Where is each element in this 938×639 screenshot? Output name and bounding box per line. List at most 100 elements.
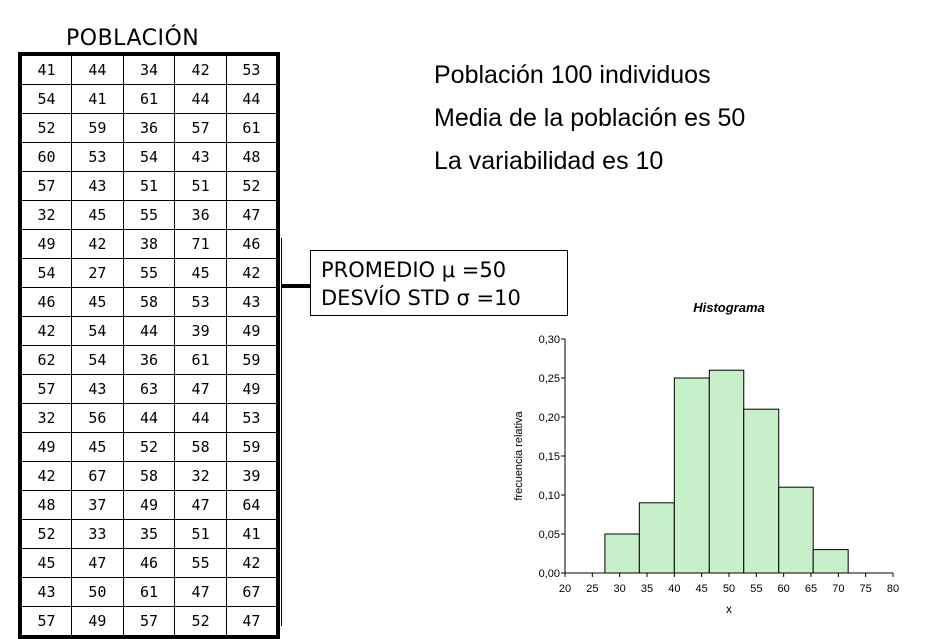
table-cell: 58 — [122, 461, 176, 491]
table-cell: 33 — [71, 519, 124, 549]
table-cell: 43 — [71, 374, 124, 404]
table-cell: 55 — [174, 548, 227, 578]
table-cell: 55 — [122, 200, 176, 230]
x-tick-label: 50 — [723, 583, 735, 595]
table-cell: 61 — [174, 345, 227, 375]
table-cell: 45 — [71, 200, 124, 230]
table-cell: 45 — [19, 548, 73, 578]
y-tick-label: 0,20 — [539, 412, 560, 424]
table-cell: 52 — [174, 606, 227, 638]
table-cell: 67 — [225, 577, 279, 607]
x-tick-label: 80 — [887, 583, 899, 595]
table-cell: 52 — [19, 113, 73, 143]
table-cell: 38 — [122, 229, 176, 259]
table-cell: 44 — [71, 53, 124, 85]
table-cell: 39 — [174, 316, 227, 346]
table-cell: 54 — [71, 316, 124, 346]
table-cell: 43 — [19, 577, 73, 607]
x-tick-label: 30 — [614, 583, 626, 595]
histogram-bar-4 — [708, 369, 745, 574]
table-cell: 57 — [19, 374, 73, 404]
table-row: 52 59 36 57 61 — [19, 113, 279, 143]
info-line-3: La variabilidad es 10 — [434, 147, 664, 175]
table-cell: 59 — [71, 113, 124, 143]
table-cell: 53 — [225, 53, 279, 85]
std-label: DESVÍO STD σ =10 — [321, 286, 521, 310]
x-axis-label: x — [726, 602, 732, 616]
x-tick-label: 20 — [559, 583, 571, 595]
table-cell: 51 — [174, 171, 227, 201]
table-cell: 57 — [19, 606, 73, 638]
table-row: 32 56 44 44 53 — [19, 403, 279, 433]
x-tick-label: 65 — [805, 583, 817, 595]
table-cell: 36 — [122, 113, 176, 143]
histogram-bar-3 — [673, 377, 710, 574]
table-cell: 48 — [19, 490, 73, 520]
histogram-bar-7 — [812, 549, 849, 574]
table-row: 48 37 49 47 64 — [19, 490, 279, 520]
table-cell: 53 — [71, 142, 124, 172]
table-row: 46 45 58 53 43 — [19, 287, 279, 317]
table-cell: 59 — [225, 345, 279, 375]
table-cell: 47 — [71, 548, 124, 578]
table-cell: 48 — [225, 142, 279, 172]
x-tick-label: 55 — [750, 583, 762, 595]
table-cell: 49 — [71, 606, 124, 638]
table-cell: 56 — [71, 403, 124, 433]
y-tick-label: 0,30 — [539, 334, 560, 346]
table-cell: 47 — [174, 577, 227, 607]
table-cell: 71 — [174, 229, 227, 259]
table-cell: 49 — [122, 490, 176, 520]
table-cell: 32 — [19, 200, 73, 230]
info-line-1: Población 100 individuos — [434, 61, 711, 89]
table-cell: 43 — [174, 142, 227, 172]
table-cell: 47 — [174, 490, 227, 520]
table-cell: 41 — [71, 84, 124, 114]
table-cell: 61 — [122, 577, 176, 607]
table-cell: 42 — [71, 229, 124, 259]
table-cell: 49 — [225, 374, 279, 404]
table-cell: 45 — [71, 287, 124, 317]
table-cell: 46 — [19, 287, 73, 317]
x-tick-label: 40 — [668, 583, 680, 595]
table-cell: 58 — [174, 432, 227, 462]
table-cell: 43 — [225, 287, 279, 317]
table-cell: 36 — [174, 200, 227, 230]
table-cell: 53 — [174, 287, 227, 317]
table-cell: 61 — [225, 113, 279, 143]
table-cell: 57 — [174, 113, 227, 143]
table-cell: 60 — [19, 142, 73, 172]
mean-label: PROMEDIO μ =50 — [321, 258, 507, 282]
histogram-bar-2 — [638, 502, 675, 574]
table-row: 52 33 35 51 41 — [19, 519, 279, 549]
connector-horizontal-line — [281, 284, 311, 288]
x-tick-label: 45 — [696, 583, 708, 595]
info-line-2: Media de la población es 50 — [434, 104, 746, 132]
table-cell: 27 — [71, 258, 124, 288]
table-cell: 53 — [225, 403, 279, 433]
y-tick-label: 0,25 — [539, 373, 560, 385]
table-cell: 50 — [71, 577, 124, 607]
table-cell: 58 — [122, 287, 176, 317]
table-cell: 47 — [225, 200, 279, 230]
table-cell: 44 — [174, 403, 227, 433]
x-tick-label: 75 — [860, 583, 872, 595]
table-cell: 44 — [174, 84, 227, 114]
table-row: 54 27 55 45 42 — [19, 258, 279, 288]
table-cell: 63 — [122, 374, 176, 404]
table-cell: 34 — [122, 53, 176, 85]
table-cell: 54 — [19, 84, 73, 114]
table-cell: 42 — [225, 548, 279, 578]
table-cell: 54 — [19, 258, 73, 288]
table-cell: 41 — [19, 53, 73, 85]
table-cell: 54 — [122, 142, 176, 172]
table-cell: 36 — [122, 345, 176, 375]
table-row: 41 44 34 42 53 — [19, 53, 279, 85]
histogram-bar-5 — [743, 408, 780, 574]
table-cell: 47 — [174, 374, 227, 404]
histogram-bar-6 — [778, 486, 814, 574]
table-cell: 44 — [122, 316, 176, 346]
table-row: 32 45 55 36 47 — [19, 200, 279, 230]
x-tick-label: 60 — [778, 583, 790, 595]
table-cell: 43 — [71, 171, 124, 201]
